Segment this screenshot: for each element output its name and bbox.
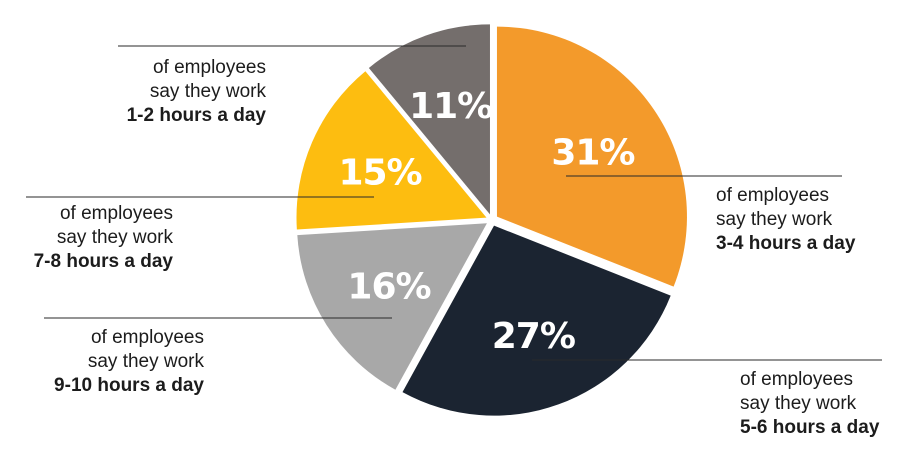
callout-7-8-hours: of employees say they work 7-8 hours a d… [34,202,173,274]
callout-hours: 1-2 hours a day [126,105,266,126]
slice-value-label-1-2-hours: 11% [409,86,492,127]
callout-line2: say they work [740,393,857,414]
slice-value-label-9-10-hours: 16% [347,266,430,307]
callout-1-2-hours: of employees say they work 1-2 hours a d… [127,56,266,128]
callout-line1: of employees [90,327,204,348]
callout-hours: 5-6 hours a day [740,417,880,438]
slice-value-label-7-8-hours: 15% [338,153,421,194]
pie-slice-3-4-hours [496,26,687,287]
callout-line2: say they work [149,81,266,102]
callout-line1: of employees [59,203,173,224]
callout-line2: say they work [716,209,833,230]
callout-line2: say they work [56,227,173,248]
callout-line2: say they work [87,351,204,372]
callout-9-10-hours: of employees say they work 9-10 hours a … [54,326,204,398]
callout-hours: 3-4 hours a day [716,233,856,254]
pie-slice-5-6-hours [402,225,671,416]
callout-line1: of employees [716,185,830,206]
slice-value-labels: 31% 27% 16% 15% 11% [338,86,635,357]
slice-value-label-3-4-hours: 31% [551,132,634,173]
callout-5-6-hours: of employees say they work 5-6 hours a d… [740,368,879,440]
slice-value-label-5-6-hours: 27% [492,316,575,357]
pie-slice-9-10-hours [297,223,487,390]
callout-leader-lines [26,45,882,361]
callout-line1: of employees [740,369,854,390]
callout-hours: 9-10 hours a day [54,375,204,396]
pie-slice-1-2-hours [368,24,490,215]
pie-slice-7-8-hours [296,71,487,230]
callout-3-4-hours: of employees say they work 3-4 hours a d… [716,184,855,256]
callout-line1: of employees [152,57,266,78]
pie-slices [296,24,687,416]
callout-hours: 7-8 hours a day [33,251,173,272]
